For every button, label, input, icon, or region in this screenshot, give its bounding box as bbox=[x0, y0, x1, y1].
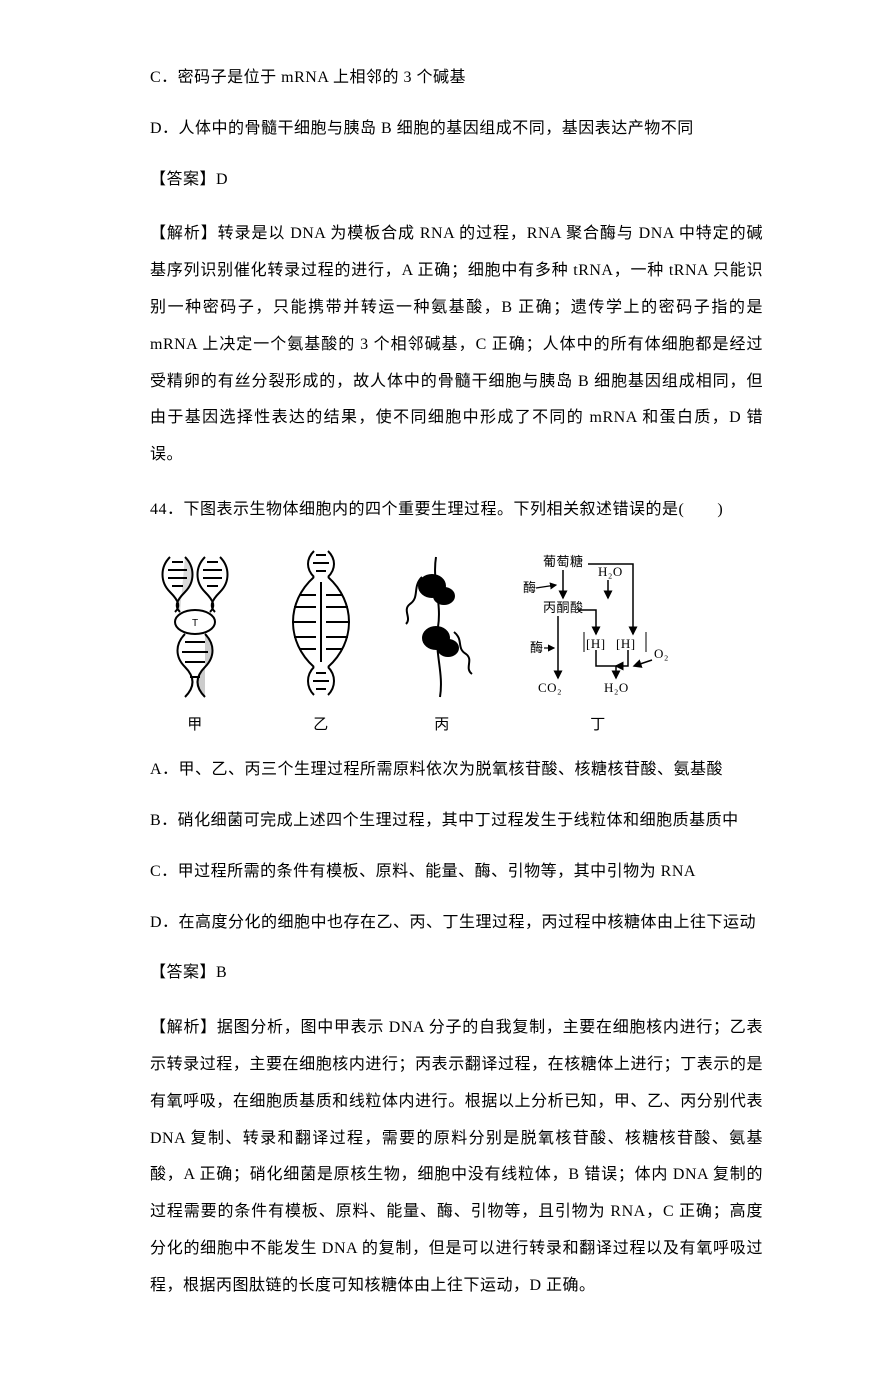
q43-answer: 【答案】D bbox=[150, 162, 763, 199]
figure-jia-label: 甲 bbox=[187, 708, 203, 743]
node-enzyme1: 酶 bbox=[523, 580, 537, 595]
figure-bing: 丙 bbox=[402, 552, 482, 743]
figure-yi-label: 乙 bbox=[313, 708, 329, 743]
q44-stem: 44．下图表示生物体细胞内的四个重要生理过程。下列相关叙述错误的是( ) bbox=[150, 492, 763, 529]
transcription-icon bbox=[276, 547, 366, 702]
figure-ding: 葡萄糖 酶 H₂O 丙酮酸 酶 [H] [H] O₂ CO₂ H₂O bbox=[518, 552, 678, 743]
q44-option-a: A．甲、乙、丙三个生理过程所需原料依次为脱氧核苷酸、核糖核苷酸、氨基酸 bbox=[150, 752, 763, 789]
q44-figure-row: T 甲 bbox=[150, 547, 763, 743]
q43-option-c: C．密码子是位于 mRNA 上相邻的 3 个碱基 bbox=[150, 60, 763, 97]
node-pyruvate: 丙酮酸 bbox=[543, 600, 584, 615]
node-glucose: 葡萄糖 bbox=[543, 554, 584, 569]
node-h2: [H] bbox=[616, 636, 636, 651]
q44-option-b: B．硝化细菌可完成上述四个生理过程，其中丁过程发生于线粒体和细胞质基质中 bbox=[150, 803, 763, 840]
dna-replication-icon: T bbox=[150, 552, 240, 702]
figure-bing-label: 丙 bbox=[434, 708, 450, 743]
translation-icon bbox=[402, 552, 482, 702]
node-enzyme2: 酶 bbox=[530, 640, 544, 655]
figure-jia: T 甲 bbox=[150, 552, 240, 743]
figure-ding-label: 丁 bbox=[590, 708, 606, 743]
q43-option-d: D．人体中的骨髓干细胞与胰岛 B 细胞的基因组成不同，基因表达产物不同 bbox=[150, 111, 763, 148]
node-co2: CO₂ bbox=[538, 680, 562, 695]
respiration-icon: 葡萄糖 酶 H₂O 丙酮酸 酶 [H] [H] O₂ CO₂ H₂O bbox=[518, 552, 678, 702]
node-h2o-out: H₂O bbox=[604, 680, 629, 695]
node-h1: [H] bbox=[586, 636, 606, 651]
q44-explanation: 【解析】据图分析，图中甲表示 DNA 分子的自我复制，主要在细胞核内进行；乙表示… bbox=[150, 1010, 763, 1304]
node-water-in: H₂O bbox=[598, 564, 623, 579]
q44-option-d: D．在高度分化的细胞中也存在乙、丙、丁生理过程，丙过程中核糖体由上往下运动 bbox=[150, 905, 763, 942]
q43-explanation: 【解析】转录是以 DNA 为模板合成 RNA 的过程，RNA 聚合酶与 DNA … bbox=[150, 216, 763, 474]
t-label: T bbox=[192, 618, 199, 629]
node-o2: O₂ bbox=[654, 646, 669, 661]
figure-yi: 乙 bbox=[276, 547, 366, 743]
document-page: C．密码子是位于 mRNA 上相邻的 3 个碱基 D．人体中的骨髓干细胞与胰岛 … bbox=[0, 0, 893, 1383]
q44-answer: 【答案】B bbox=[150, 955, 763, 992]
q44-option-c: C．甲过程所需的条件有模板、原料、能量、酶、引物等，其中引物为 RNA bbox=[150, 854, 763, 891]
